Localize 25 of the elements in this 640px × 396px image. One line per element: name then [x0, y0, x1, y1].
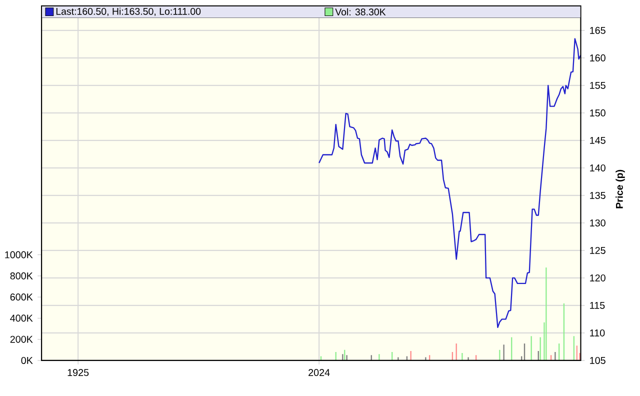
x-tick-label: 2024: [308, 369, 330, 376]
y2-tick-label: 800K: [10, 272, 33, 280]
y-axis-title: Price (p): [616, 170, 625, 208]
y-tick-label: 160: [590, 54, 606, 62]
x-tick-label: 1925: [68, 369, 89, 376]
legend-label: Vol: 38.30K: [335, 8, 386, 16]
y-tick-label: 140: [590, 164, 606, 172]
y-tick-label: 150: [590, 109, 606, 116]
y-tick-label: 125: [590, 246, 606, 254]
y-tick-label: 145: [590, 136, 606, 144]
y2-tick-label: 600K: [10, 294, 33, 301]
y-tick-label: 130: [590, 219, 606, 226]
y-tick-label: 115: [590, 302, 605, 309]
y-tick-label: 120: [590, 274, 606, 282]
legend-label: Last:160.50, Hi:163.50, Lo:111.00: [56, 8, 201, 16]
y2-tick-label: 1000K: [5, 251, 33, 258]
line-series: [318, 38, 581, 328]
y-tick-label: 135: [590, 192, 606, 199]
y2-tick-label: 200K: [10, 336, 33, 343]
y-tick-label: 110: [590, 329, 605, 336]
y2-tick-label: 0K: [21, 356, 33, 364]
y2-tick-label: 400K: [10, 314, 33, 322]
y-tick-label: 105: [590, 356, 606, 364]
y-tick-label: 165: [590, 26, 606, 34]
y-tick-label: 155: [590, 82, 606, 89]
